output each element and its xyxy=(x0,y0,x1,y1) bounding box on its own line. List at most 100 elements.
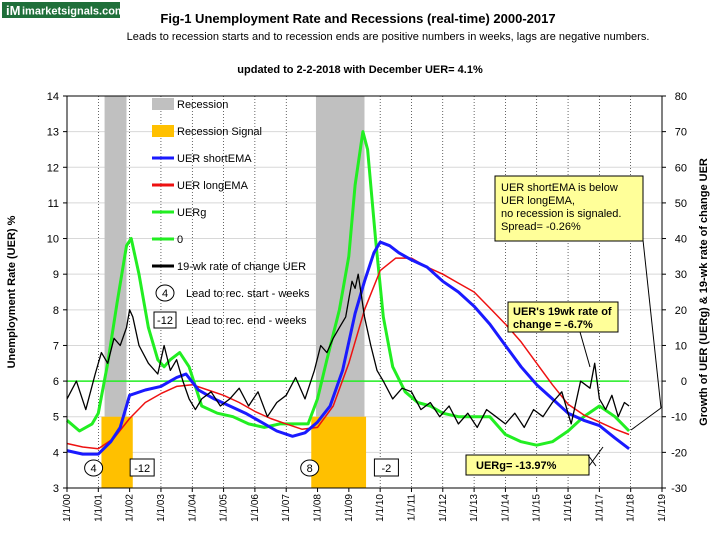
legend-marker-circle xyxy=(155,284,175,302)
legend-marker-text: -12 xyxy=(157,315,173,327)
y-left-tick-label: 9 xyxy=(53,269,59,281)
lead-start-marker xyxy=(300,459,320,477)
x-tick-label: 1/1/10 xyxy=(375,494,386,522)
legend-label: 0 xyxy=(177,234,183,246)
legend-item: UER shortEMA xyxy=(152,153,252,165)
y-right-tick-label: 30 xyxy=(675,269,687,281)
y-axis-right-label: Growth of UER (UERg) & 19-wk rate of cha… xyxy=(698,158,710,426)
y-left-tick-label: 14 xyxy=(47,91,59,103)
x-tick-label: 1/1/07 xyxy=(281,494,292,522)
x-tick-label: 1/1/00 xyxy=(62,494,73,522)
x-tick-label: 1/1/03 xyxy=(156,494,167,522)
legend-label: 19-wk rate of change UER xyxy=(177,261,306,273)
y-right-tick-label: 70 xyxy=(675,127,687,139)
chart-subtitle: Leads to recession starts and to recessi… xyxy=(127,31,650,43)
lead-start-label: 4 xyxy=(91,463,97,475)
x-tick-label: 1/1/09 xyxy=(344,494,355,522)
recession-shading xyxy=(101,96,367,488)
axes: 34567891011121314-30-20-1001020304050607… xyxy=(47,91,687,522)
y-right-tick-label: 0 xyxy=(681,376,687,388)
x-tick-label: 1/1/16 xyxy=(563,494,574,522)
legend: Recession Recession Signal UER shortEMA UER… xyxy=(152,98,310,329)
lead-end-marker xyxy=(373,458,399,477)
legend-label: UER longEMA xyxy=(177,180,249,192)
roc-line-2: change = -6.7% xyxy=(513,319,593,331)
y-left-tick-label: 11 xyxy=(48,198,59,210)
roc-line-1: UER's 19wk rate of xyxy=(513,306,612,318)
legend-label: Lead to rec. end - weeks xyxy=(186,315,307,327)
legend-swatch xyxy=(152,98,174,110)
y-left-tick-label: 6 xyxy=(53,376,59,388)
legend-item: Recession xyxy=(152,98,228,111)
y-right-tick-label: 80 xyxy=(675,91,687,103)
legend-item: Recession Signal xyxy=(152,125,262,138)
lead-start-marker xyxy=(84,459,104,477)
series-line-1 xyxy=(66,257,630,450)
y-right-tick-label: 40 xyxy=(675,234,687,246)
spread-line-3: no recession is signaled. xyxy=(501,208,621,220)
x-tick-label: 1/1/04 xyxy=(187,494,198,522)
series-line-4 xyxy=(66,273,630,429)
legend-swatch xyxy=(152,125,174,137)
y-left-tick-label: 4 xyxy=(53,447,59,459)
x-tick-label: 1/1/08 xyxy=(313,494,324,522)
y-right-tick-label: -20 xyxy=(671,447,687,459)
y-left-tick-label: 13 xyxy=(47,127,59,139)
x-tick-label: 1/1/01 xyxy=(93,494,104,522)
x-tick-label: 1/1/14 xyxy=(500,494,511,522)
lead-end-label: -2 xyxy=(382,463,392,475)
y-left-tick-label: 7 xyxy=(53,340,59,352)
legend-item: 4 Lead to rec. start - weeks xyxy=(155,284,310,302)
uerg-annotation: UERg= -13.97% xyxy=(465,454,590,476)
x-tick-label: 1/1/17 xyxy=(594,494,605,522)
legend-marker-box xyxy=(153,311,177,329)
uerg-value: UERg= -13.97% xyxy=(476,460,557,472)
spread-line-4: Spread= -0.26% xyxy=(501,221,581,233)
x-tick-label: 1/1/11 xyxy=(406,494,417,521)
plot-frame xyxy=(66,95,663,489)
logo-text: imarketsignals.com xyxy=(22,6,125,18)
series-lines xyxy=(66,130,631,456)
y-left-tick-label: 8 xyxy=(53,305,59,317)
legend-label: Recession xyxy=(177,99,228,111)
legend-label: UERg xyxy=(177,207,206,219)
roc-annotation: UER's 19wk rate of change = -6.7% xyxy=(507,301,619,333)
x-tick-label: 1/1/06 xyxy=(250,494,261,522)
spread-annotation: UER shortEMA is below UER longEMA, no re… xyxy=(494,175,644,242)
lead-start-label: 8 xyxy=(307,463,313,475)
x-tick-label: 1/1/02 xyxy=(125,494,136,522)
lead-end-marker xyxy=(129,458,155,477)
y-right-tick-label: 20 xyxy=(675,305,687,317)
recession-signal-band xyxy=(311,416,367,488)
y-right-tick-label: 60 xyxy=(675,162,687,174)
x-tick-label: 1/1/18 xyxy=(626,494,637,522)
x-tick-label: 1/1/12 xyxy=(438,494,449,522)
y-left-tick-label: 10 xyxy=(47,234,59,246)
x-tick-label: 1/1/13 xyxy=(469,494,480,522)
y-left-tick-label: 12 xyxy=(47,162,59,174)
y-left-tick-label: 3 xyxy=(53,483,59,495)
chart-title: Fig-1 Unemployment Rate and Recessions (… xyxy=(160,11,555,26)
spread-line-2: UER longEMA, xyxy=(501,195,575,207)
series-line-2 xyxy=(66,130,631,447)
spread-line-1: UER shortEMA is below xyxy=(501,182,618,194)
x-tick-label: 1/1/19 xyxy=(657,494,668,522)
recession-signal-band xyxy=(101,416,133,488)
legend-label: Recession Signal xyxy=(177,126,262,138)
recession-band xyxy=(104,96,127,488)
legend-item: UER longEMA xyxy=(152,180,249,192)
legend-label: UER shortEMA xyxy=(177,153,252,165)
annotation-arrows xyxy=(579,239,662,467)
legend-item: 0 xyxy=(152,234,183,246)
legend-item: 19-wk rate of change UER xyxy=(152,261,306,273)
y-axis-left-label: Unemployment Rate (UER) % xyxy=(6,215,18,368)
logo-mark: iM xyxy=(6,3,20,18)
y-right-tick-label: -10 xyxy=(671,412,687,424)
brand-logo[interactable]: iM imarketsignals.com xyxy=(2,2,125,18)
x-tick-label: 1/1/15 xyxy=(532,494,543,522)
y-right-tick-label: 50 xyxy=(675,198,687,210)
y-right-tick-label: 10 xyxy=(675,340,687,352)
y-right-tick-label: -30 xyxy=(671,483,687,495)
series-line-0 xyxy=(66,240,631,456)
